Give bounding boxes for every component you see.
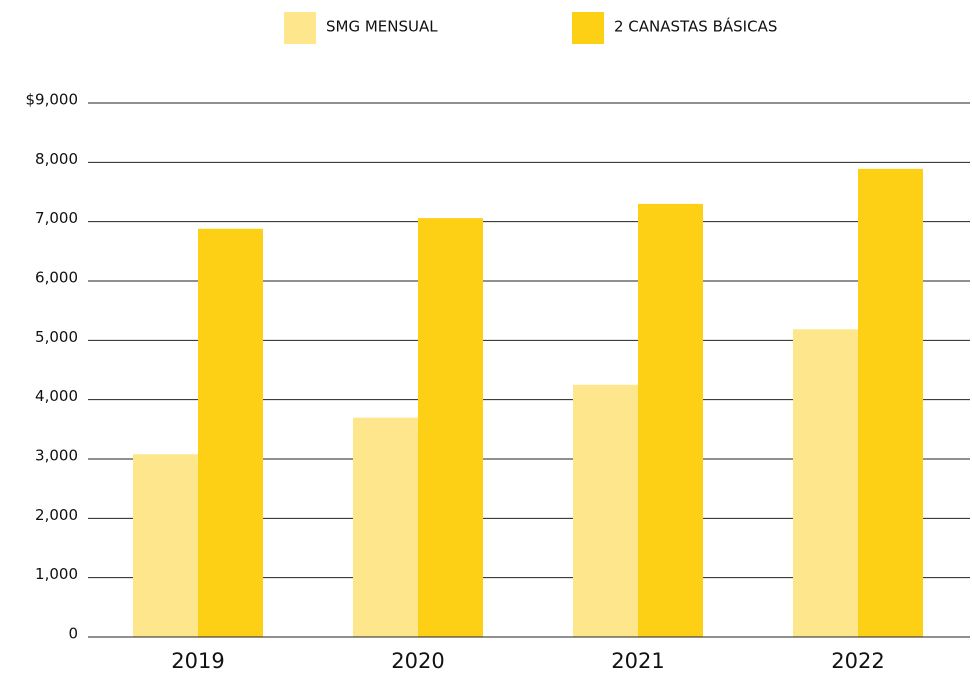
y-tick-label: 1,000 [35, 565, 78, 583]
bar [858, 168, 923, 638]
y-tick-label: 7,000 [35, 209, 78, 227]
y-tick-label: 6,000 [35, 269, 78, 287]
bar [573, 384, 638, 637]
y-tick-label: 0 [68, 625, 78, 643]
bar [638, 203, 703, 637]
y-tick-label: $9,000 [26, 91, 79, 109]
legend-swatch [572, 12, 604, 44]
x-tick-label: 2021 [611, 649, 664, 673]
x-tick-label: 2019 [171, 649, 224, 673]
legend-swatch [284, 12, 316, 44]
legend-label: SMG MENSUAL [326, 18, 438, 36]
bar [198, 228, 263, 637]
y-tick-label: 4,000 [35, 387, 78, 405]
bar [418, 218, 483, 637]
x-tick-label: 2022 [831, 649, 884, 673]
x-tick-label: 2020 [391, 649, 444, 673]
legend-label: 2 CANASTAS BÁSICAS [614, 17, 777, 36]
bar [133, 454, 198, 637]
y-tick-label: 5,000 [35, 328, 78, 346]
bar [353, 417, 418, 637]
y-tick-label: 8,000 [35, 150, 78, 168]
y-tick-label: 3,000 [35, 447, 78, 465]
y-tick-label: 2,000 [35, 506, 78, 524]
bar [793, 329, 858, 637]
